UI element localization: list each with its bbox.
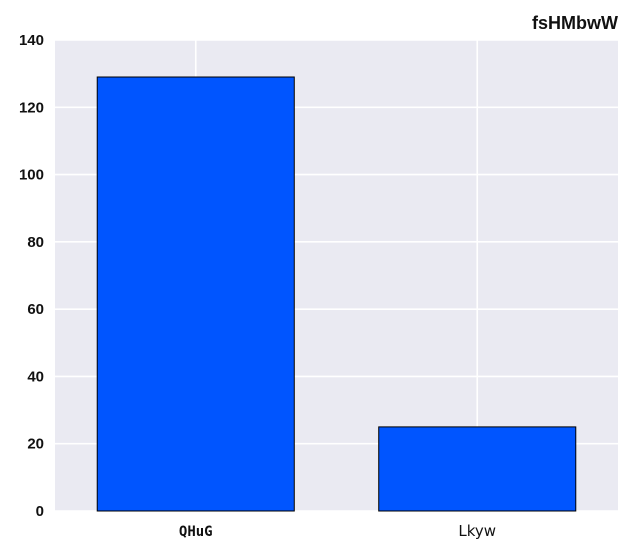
y-tick-labels: 0 20 40 60 80 100 120 140 — [19, 32, 44, 520]
y-tick-label: 100 — [19, 167, 44, 184]
y-tick-label: 40 — [27, 368, 44, 385]
bars — [96, 76, 577, 512]
x-tick-label: Lkyw — [458, 522, 496, 540]
x-tick-label: QHuG — [179, 524, 213, 540]
y-tick-label: 60 — [27, 301, 44, 318]
y-tick-label: 0 — [36, 503, 44, 520]
y-tick-label: 140 — [19, 32, 44, 49]
y-tick-label: 120 — [19, 99, 44, 116]
bar-qhug — [96, 76, 295, 512]
y-tick-label: 20 — [27, 436, 44, 453]
chart-title: fsHMbwW — [532, 13, 618, 33]
bar-lkyw — [378, 426, 577, 512]
y-tick-label: 80 — [27, 234, 44, 251]
x-tick-labels: QHuG Lkyw — [179, 522, 496, 540]
